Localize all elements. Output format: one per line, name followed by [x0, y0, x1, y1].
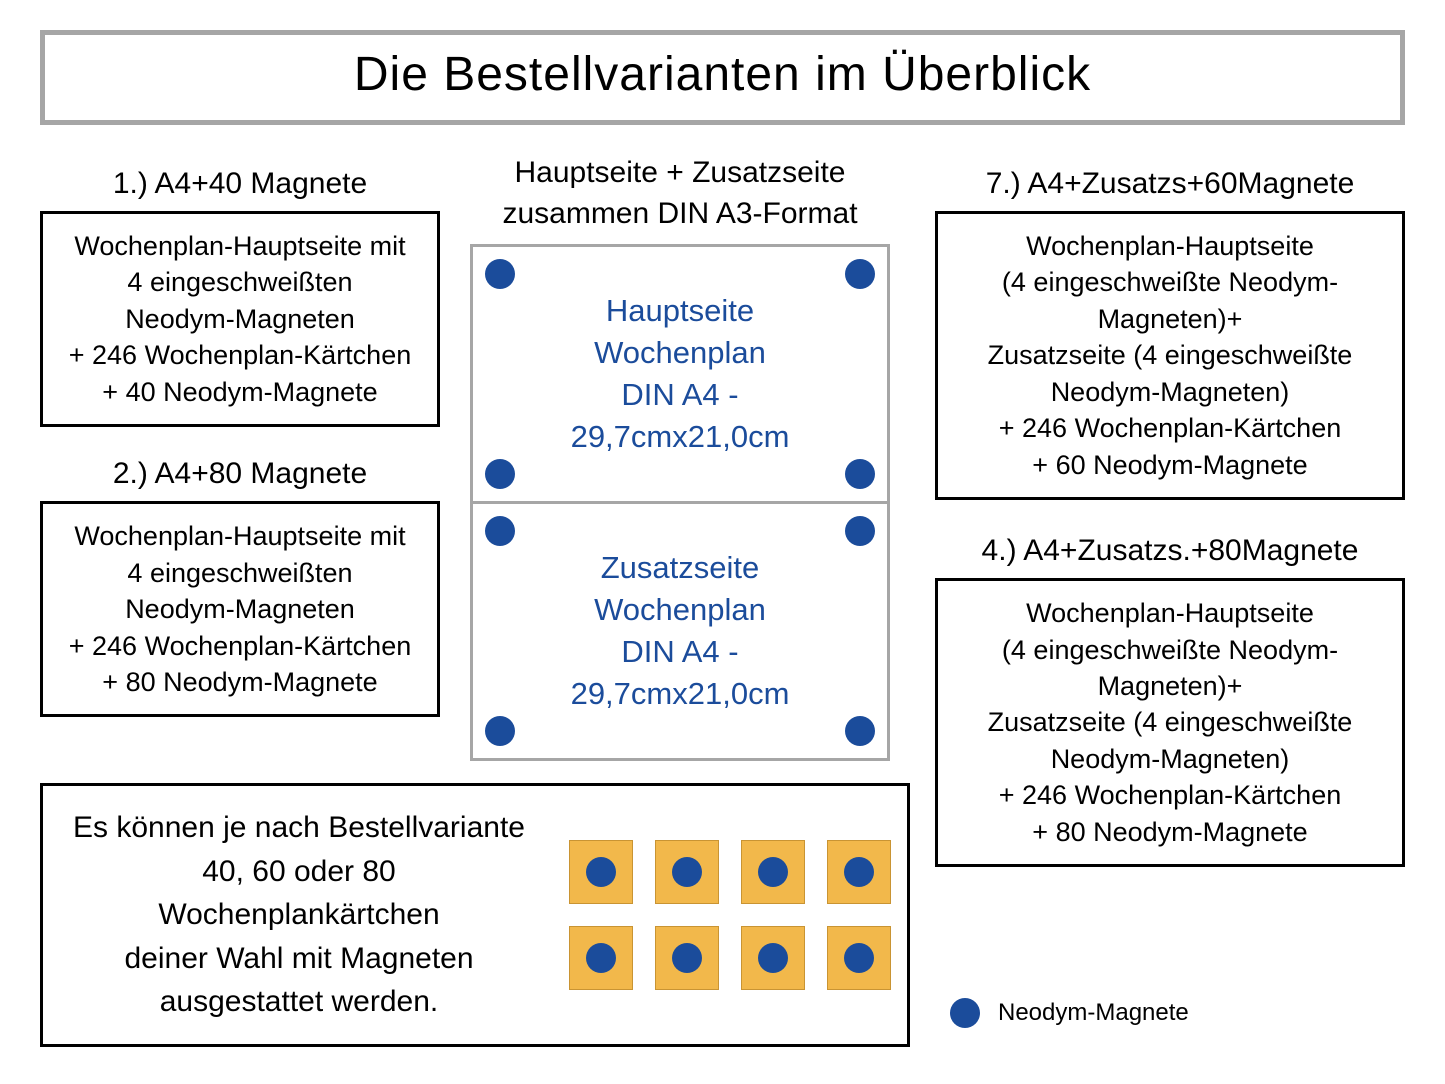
info-line: 40, 60 oder 80 Wochenplankärtchen — [59, 850, 539, 937]
variant1-box: Wochenplan-Hauptseite mit 4 eingeschweiß… — [40, 211, 440, 427]
card-icon — [827, 926, 891, 990]
magnet-icon — [485, 459, 515, 489]
variant2-box: Wochenplan-Hauptseite mit 4 eingeschweiß… — [40, 501, 440, 717]
din-main-box: Hauptseite Wochenplan DIN A4 - 29,7cmx21… — [470, 244, 890, 504]
info-line: deiner Wahl mit Magneten — [59, 937, 539, 981]
magnet-icon — [950, 998, 980, 1028]
card-icon — [569, 926, 633, 990]
variant7-box: Wochenplan-Hauptseite (4 eingeschweißte … — [935, 211, 1405, 500]
magnet-icon — [672, 943, 702, 973]
legend: Neodym-Magnete — [950, 998, 1189, 1028]
magnet-icon — [586, 857, 616, 887]
din-extra-text: Zusatzseite Wochenplan DIN A4 - 29,7cmx2… — [571, 547, 790, 714]
variant2-line: + 80 Neodym-Magnete — [53, 664, 427, 700]
variant1-heading: 1.) A4+40 Magnete — [40, 167, 440, 201]
variant4-line: Wochenplan-Hauptseite — [948, 595, 1392, 631]
magnet-icon — [485, 259, 515, 289]
title-box: Die Bestellvarianten im Überblick — [40, 30, 1405, 125]
variant1-line: 4 eingeschweißten — [53, 264, 427, 300]
variant7-line: + 60 Neodym-Magnete — [948, 447, 1392, 483]
variant2-heading: 2.) A4+80 Magnete — [40, 457, 440, 491]
variant7-line: + 246 Wochenplan-Kärtchen — [948, 410, 1392, 446]
variant1-line: + 40 Neodym-Magnete — [53, 374, 427, 410]
variant2-line: + 246 Wochenplan-Kärtchen — [53, 628, 427, 664]
card-icon — [655, 926, 719, 990]
center-heading-line: zusammen DIN A3-Format — [440, 194, 920, 235]
card-icon — [741, 926, 805, 990]
din-line: DIN A4 - — [571, 631, 790, 673]
variant7-line: Wochenplan-Hauptseite — [948, 228, 1392, 264]
variant1-line: + 246 Wochenplan-Kärtchen — [53, 337, 427, 373]
din-line: Wochenplan — [571, 589, 790, 631]
din-line: 29,7cmx21,0cm — [571, 416, 790, 458]
magnet-icon — [485, 716, 515, 746]
cards-row — [569, 926, 891, 990]
variant4-heading: 4.) A4+Zusatzs.+80Magnete — [935, 534, 1405, 568]
variant4-line: Zusatzseite (4 eingeschweißte — [948, 704, 1392, 740]
variant2-line: Wochenplan-Hauptseite mit — [53, 518, 427, 554]
card-icon — [569, 840, 633, 904]
cards-grid — [569, 840, 891, 990]
variant7-line: (4 eingeschweißte Neodym- — [948, 264, 1392, 300]
variant2-line: 4 eingeschweißten — [53, 555, 427, 591]
din-line: Zusatzseite — [571, 547, 790, 589]
info-box: Es können je nach Bestellvariante 40, 60… — [40, 783, 910, 1047]
left-column: 1.) A4+40 Magnete Wochenplan-Hauptseite … — [40, 153, 440, 717]
din-line: Hauptseite — [571, 290, 790, 332]
variant2-line: Neodym-Magneten — [53, 591, 427, 627]
variant4-line: Neodym-Magneten) — [948, 741, 1392, 777]
info-line: Es können je nach Bestellvariante — [59, 806, 539, 850]
din-main-text: Hauptseite Wochenplan DIN A4 - 29,7cmx21… — [571, 290, 790, 457]
magnet-icon — [758, 857, 788, 887]
variant4-line: + 246 Wochenplan-Kärtchen — [948, 777, 1392, 813]
info-line: ausgestattet werden. — [59, 980, 539, 1024]
magnet-icon — [845, 516, 875, 546]
variant7-line: Zusatzseite (4 eingeschweißte — [948, 337, 1392, 373]
magnet-icon — [845, 459, 875, 489]
legend-label: Neodym-Magnete — [998, 999, 1189, 1027]
center-heading: Hauptseite + Zusatzseite zusammen DIN A3… — [440, 153, 920, 234]
magnet-icon — [485, 516, 515, 546]
variant1-line: Neodym-Magneten — [53, 301, 427, 337]
variant4-line: + 80 Neodym-Magnete — [948, 814, 1392, 850]
variant7-line: Magneten)+ — [948, 301, 1392, 337]
variant4-line: (4 eingeschweißte Neodym- — [948, 632, 1392, 668]
info-text: Es können je nach Bestellvariante 40, 60… — [59, 806, 539, 1024]
din-line: Wochenplan — [571, 332, 790, 374]
magnet-icon — [758, 943, 788, 973]
variant4-line: Magneten)+ — [948, 668, 1392, 704]
magnet-icon — [586, 943, 616, 973]
card-icon — [741, 840, 805, 904]
center-column: Hauptseite + Zusatzseite zusammen DIN A3… — [440, 153, 920, 761]
card-icon — [827, 840, 891, 904]
variant7-line: Neodym-Magneten) — [948, 374, 1392, 410]
center-heading-line: Hauptseite + Zusatzseite — [440, 153, 920, 194]
variant4-box: Wochenplan-Hauptseite (4 eingeschweißte … — [935, 578, 1405, 867]
magnet-icon — [672, 857, 702, 887]
din-line: 29,7cmx21,0cm — [571, 673, 790, 715]
magnet-icon — [845, 259, 875, 289]
card-icon — [655, 840, 719, 904]
din-line: DIN A4 - — [571, 374, 790, 416]
magnet-icon — [844, 943, 874, 973]
variant7-heading: 7.) A4+Zusatzs+60Magnete — [935, 167, 1405, 201]
magnet-icon — [845, 716, 875, 746]
magnet-icon — [844, 857, 874, 887]
din-extra-box: Zusatzseite Wochenplan DIN A4 - 29,7cmx2… — [470, 501, 890, 761]
page-title: Die Bestellvarianten im Überblick — [45, 47, 1400, 102]
cards-row — [569, 840, 891, 904]
variant1-line: Wochenplan-Hauptseite mit — [53, 228, 427, 264]
right-column: 7.) A4+Zusatzs+60Magnete Wochenplan-Haup… — [935, 153, 1405, 867]
